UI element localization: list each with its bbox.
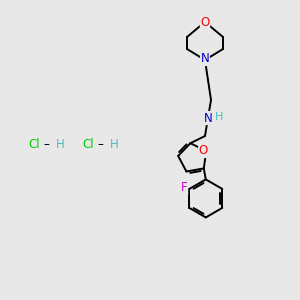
Text: O: O <box>200 16 210 28</box>
Text: F: F <box>181 182 188 194</box>
Text: N: N <box>204 112 212 124</box>
Text: N: N <box>201 52 209 65</box>
Text: –: – <box>43 139 49 152</box>
Text: –: – <box>97 139 103 152</box>
Text: H: H <box>56 139 65 152</box>
Text: H: H <box>110 139 119 152</box>
Text: O: O <box>199 145 208 158</box>
Text: Cl: Cl <box>28 139 40 152</box>
Text: H: H <box>215 112 224 122</box>
Text: Cl: Cl <box>82 139 94 152</box>
